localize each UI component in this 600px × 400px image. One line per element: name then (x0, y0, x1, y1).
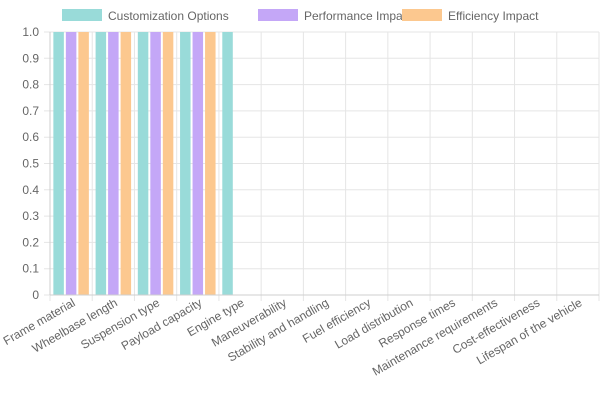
y-tick-label: 0.1 (22, 262, 39, 276)
legend-label: Efficiency Impact (448, 9, 539, 23)
bar-customization-options-suspension-type[interactable] (137, 32, 149, 295)
bar-performance-impact-suspension-type[interactable] (150, 32, 161, 295)
bar-efficiency-impact-payload-capacity[interactable] (205, 32, 216, 295)
y-tick-label: 1.0 (22, 25, 39, 39)
bar-efficiency-impact-suspension-type[interactable] (162, 32, 174, 295)
y-tick-label: 0.9 (22, 51, 39, 65)
y-tick-label: 0.3 (22, 209, 39, 223)
y-tick-label: 0.6 (22, 130, 39, 144)
legend-item-customization-options[interactable]: Customization Options (62, 9, 229, 23)
axes (49, 32, 599, 296)
legend-swatch (258, 9, 298, 21)
legend-item-performance-impact[interactable]: Performance Impact (258, 9, 413, 23)
bar-performance-impact-payload-capacity[interactable] (192, 32, 204, 295)
y-tick-label: 0 (32, 288, 39, 302)
bar-performance-impact-frame-material[interactable] (65, 32, 77, 295)
y-tick-label: 0.4 (22, 183, 39, 197)
legend-label: Customization Options (108, 9, 229, 23)
y-tick-label: 0.7 (22, 104, 39, 118)
legend-swatch (62, 9, 102, 21)
legend-swatch (402, 9, 442, 21)
legend-label: Performance Impact (304, 9, 413, 23)
bars (53, 32, 233, 295)
y-tick-label: 0.5 (22, 157, 39, 171)
bar-customization-options-frame-material[interactable] (53, 32, 64, 295)
y-tick-label: 0.2 (22, 235, 39, 249)
legend: Customization Options Performance Impact E… (62, 9, 539, 23)
bar-customization-options-engine-type[interactable] (222, 32, 233, 295)
bar-performance-impact-wheelbase-length[interactable] (108, 32, 119, 295)
bar-customization-options-payload-capacity[interactable] (180, 32, 191, 295)
bar-efficiency-impact-wheelbase-length[interactable] (120, 32, 132, 295)
y-tick-labels: 0 0.1 0.2 0.3 0.4 0.5 0.6 0.7 0.8 0.9 1.0 (22, 25, 39, 302)
bar-customization-options-wheelbase-length[interactable] (95, 32, 107, 295)
legend-item-efficiency-impact[interactable]: Efficiency Impact (402, 9, 539, 23)
bar-efficiency-impact-frame-material[interactable] (78, 32, 89, 295)
y-tick-label: 0.8 (22, 78, 39, 92)
